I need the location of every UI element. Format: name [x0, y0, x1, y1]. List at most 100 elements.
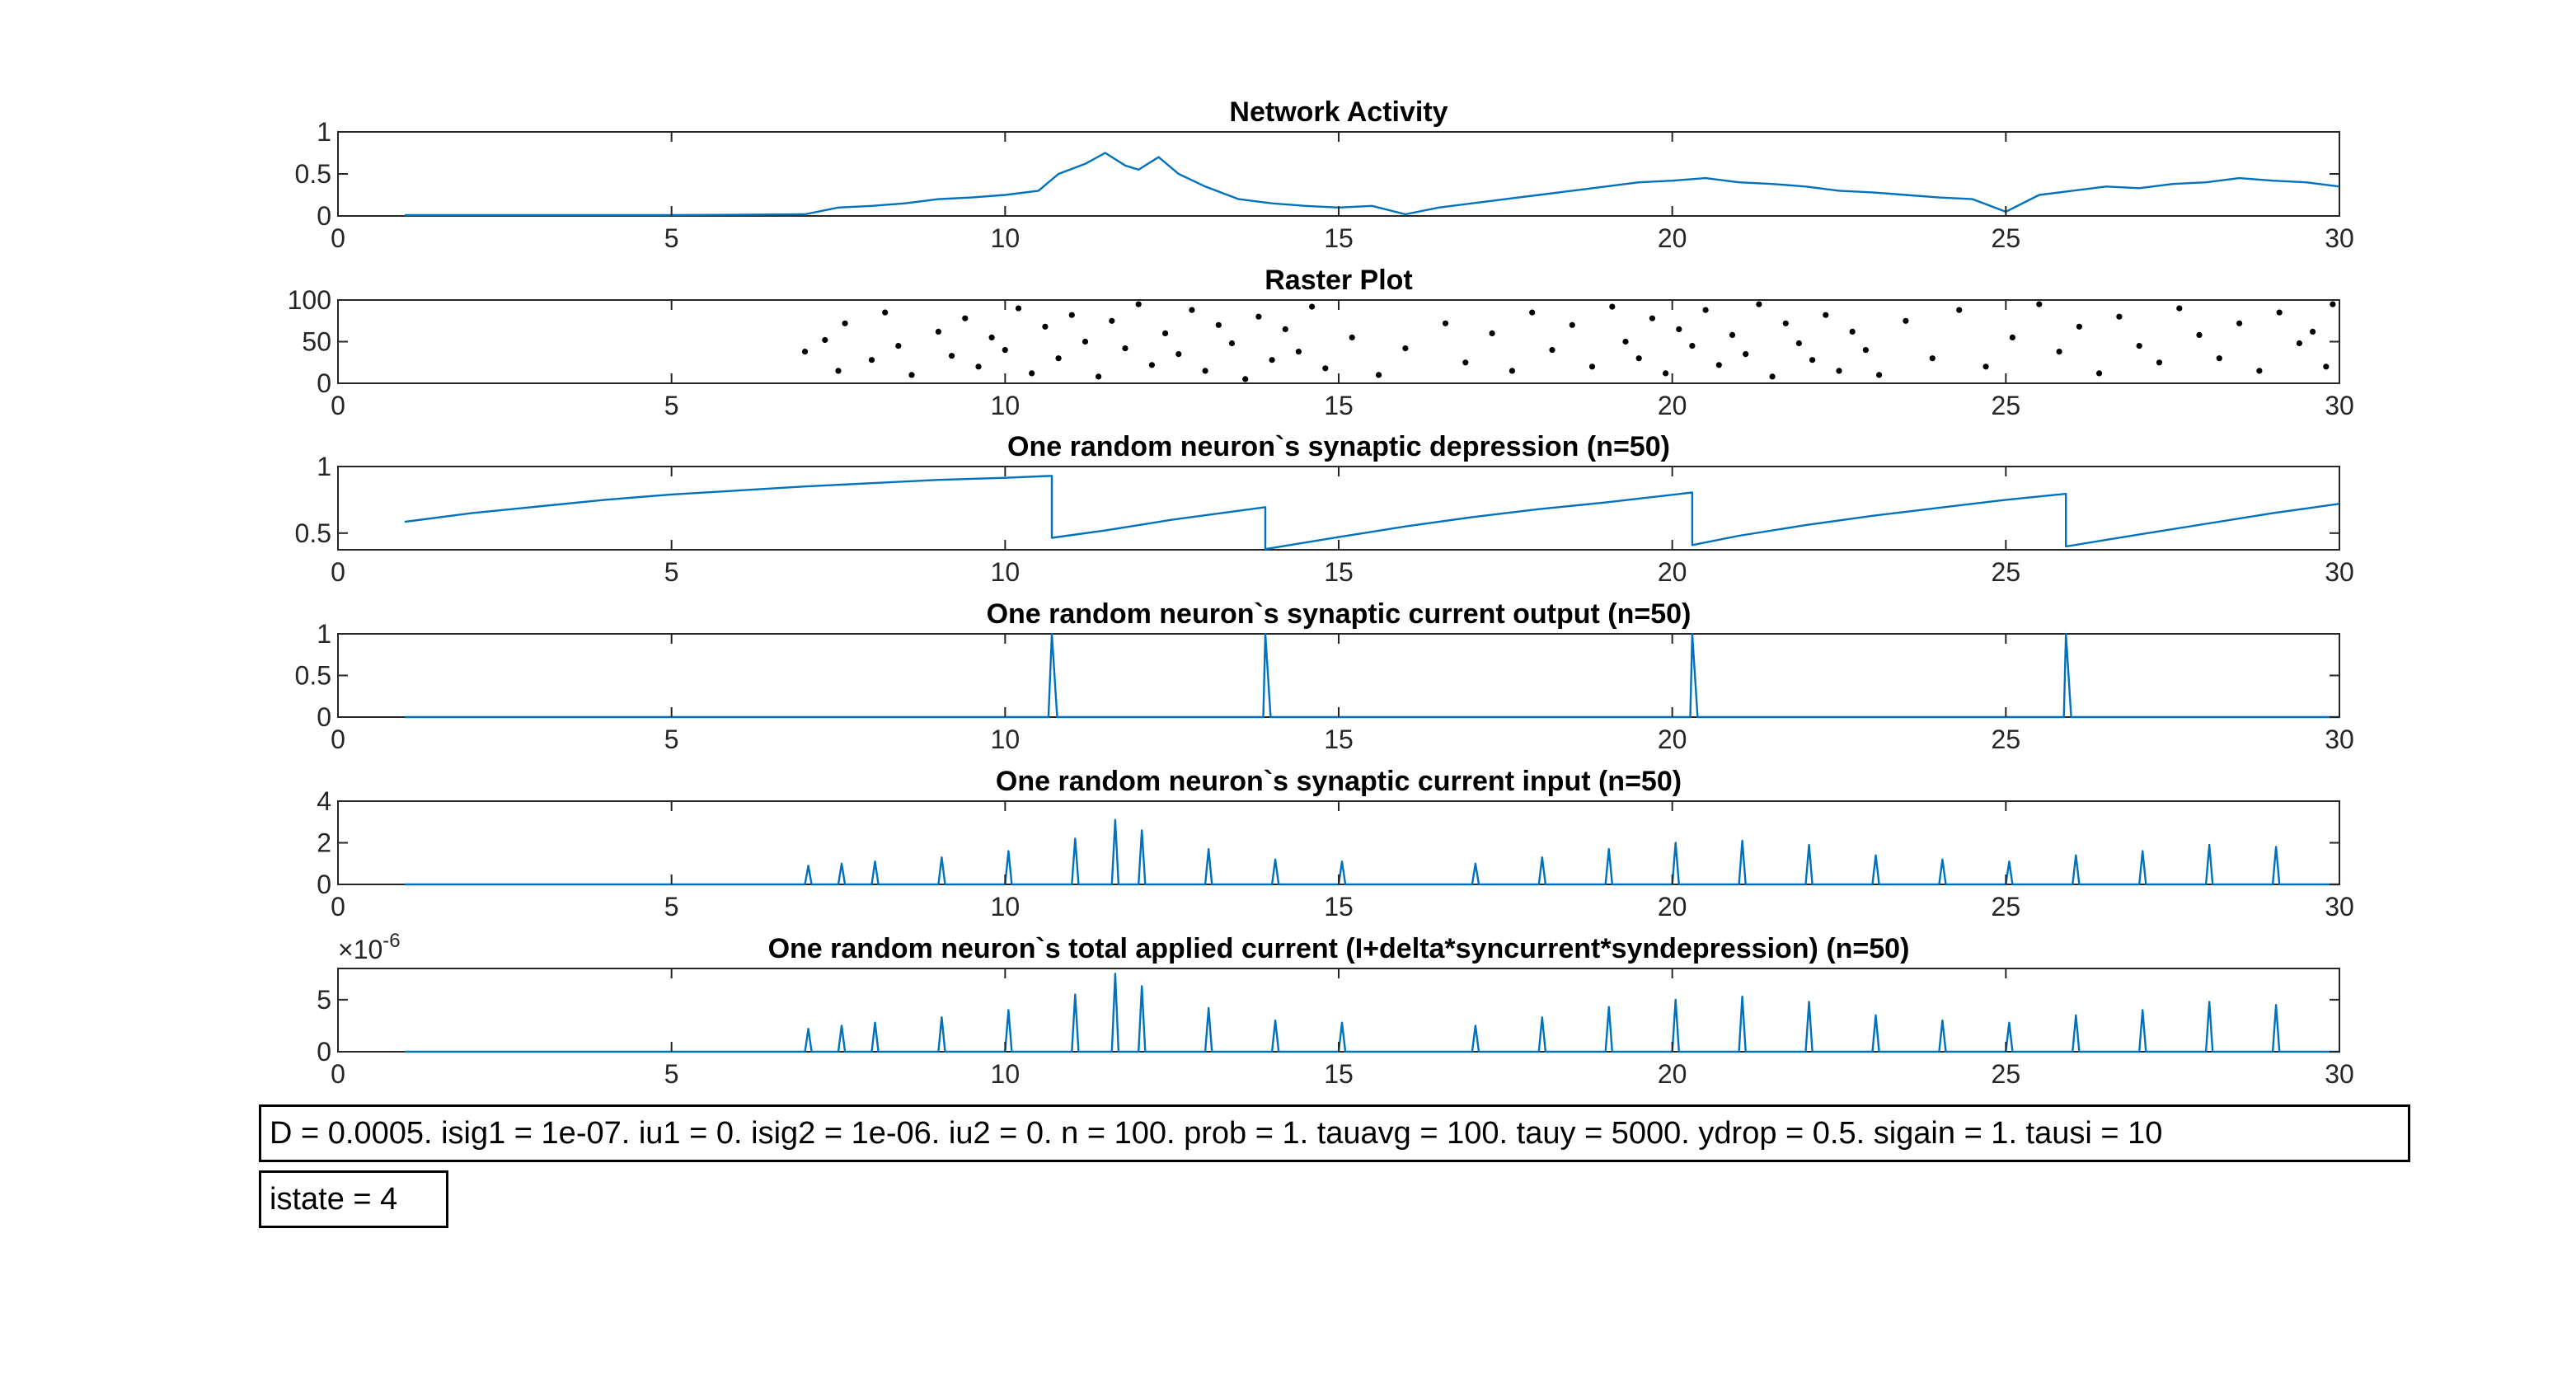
y-tick-label: 0 [317, 870, 331, 899]
y-tick-label: 4 [317, 786, 331, 816]
y-tick-label: 0 [317, 1037, 331, 1067]
x-tick-label: 30 [2325, 892, 2354, 921]
x-tick-label: 30 [2325, 391, 2354, 420]
y-tick-label: 0.5 [295, 159, 331, 189]
raster-point [1609, 303, 1616, 310]
raster-point [1715, 362, 1722, 368]
series-line [404, 475, 2340, 551]
raster-point [1756, 301, 1762, 307]
subplot-title: One random neuron`s synaptic depression … [1007, 431, 1670, 462]
raster-point [1929, 355, 1936, 362]
subplot-1: 0 5 10 15 20 25 30 0 0.5 1 Network Activity [295, 96, 2354, 253]
x-tick-label: 0 [331, 892, 345, 921]
raster-point [835, 368, 842, 374]
raster-point [2296, 340, 2302, 347]
x-tick-label: 0 [331, 223, 345, 253]
raster-point [1402, 345, 1409, 352]
x-tick-label: 20 [1658, 557, 1687, 587]
y-tick-label: 1 [317, 117, 331, 147]
raster-point [1442, 320, 1449, 326]
raster-point [1489, 330, 1495, 336]
raster-point [1376, 372, 1382, 378]
raster-point [1809, 357, 1816, 363]
x-tick-label: 0 [331, 1059, 345, 1089]
raster-point [822, 336, 828, 344]
raster-point [1795, 340, 1802, 347]
raster-point [962, 315, 969, 321]
y-tick-label: 100 [288, 285, 331, 315]
raster-point [1509, 368, 1515, 374]
x-tick-label: 5 [664, 223, 679, 253]
subplot-title: One random neuron`s total applied curren… [768, 933, 1910, 964]
raster-point [1702, 307, 1709, 313]
raster-point [2236, 320, 2243, 326]
x-tick-label: 30 [2325, 725, 2354, 754]
subplot-title: One random neuron`s synaptic current inp… [996, 766, 1682, 797]
raster-point [1876, 372, 1883, 378]
raster-point [2216, 355, 2222, 362]
state-text: istate = 4 [270, 1181, 398, 1217]
raster-point [1202, 368, 1208, 374]
y-tick-label: 0.5 [295, 661, 331, 691]
raster-point [2036, 301, 2043, 307]
subplot-title: Network Activity [1229, 96, 1448, 128]
raster-point [1002, 347, 1008, 354]
raster-point [1729, 331, 1736, 338]
raster-point [1228, 340, 1236, 347]
raster-point [1549, 347, 1555, 354]
raster-point [1162, 330, 1169, 336]
raster-point [2330, 301, 2336, 307]
raster-point [842, 320, 848, 326]
raster-point [1529, 309, 1536, 316]
x-tick-label: 10 [991, 725, 1021, 754]
x-tick-label: 0 [331, 391, 345, 420]
x-tick-label: 30 [2325, 223, 2354, 253]
raster-point [801, 349, 809, 355]
raster-point [1588, 363, 1596, 370]
x-tick-label: 25 [1992, 892, 2021, 921]
raster-point [1068, 312, 1075, 318]
x-tick-label: 5 [664, 1059, 679, 1089]
raster-point [2156, 359, 2163, 366]
raster-point [1148, 362, 1155, 368]
x-tick-label: 20 [1658, 1059, 1687, 1089]
y-tick-label: 2 [317, 828, 331, 858]
x-tick-label: 15 [1324, 391, 1354, 420]
x-tick-label: 10 [991, 557, 1021, 587]
raster-point [1175, 351, 1182, 358]
raster-point [1462, 359, 1469, 366]
raster-point [2056, 349, 2062, 355]
y-tick-label: 1 [317, 619, 331, 649]
raster-point [2276, 309, 2283, 316]
raster-point [2256, 368, 2263, 374]
raster-point [1676, 326, 1682, 332]
series-line [404, 152, 2340, 217]
y-tick-label: 1 [317, 452, 331, 481]
y-exponent-power: -6 [382, 930, 400, 952]
y-exponent-label: ×10-6 [338, 930, 401, 964]
x-tick-label: 25 [1992, 391, 2021, 420]
raster-point [1663, 370, 1669, 377]
raster-point [1309, 303, 1316, 310]
x-tick-label: 5 [664, 557, 679, 587]
axes-box [337, 800, 2340, 885]
raster-point [2096, 370, 2103, 377]
raster-point [882, 309, 889, 316]
subplot-4: 0 5 10 15 20 25 30 0 0.5 1 One random neuron`s syn… [295, 598, 2354, 754]
raster-point [1269, 357, 1275, 363]
state-annotation: istate = 4 [259, 1170, 448, 1228]
x-tick-label: 15 [1324, 1059, 1354, 1089]
subplot-3: 0 5 10 15 20 25 30 0.5 1 One random neuron`s syna… [295, 431, 2354, 587]
x-tick-label: 20 [1658, 391, 1687, 420]
x-tick-label: 15 [1324, 223, 1354, 253]
x-tick-label: 10 [991, 1059, 1021, 1089]
x-tick-label: 5 [664, 391, 679, 420]
raster-point [1189, 307, 1195, 313]
axes-box [337, 131, 2340, 217]
raster-point [2323, 363, 2330, 370]
x-tick-label: 25 [1992, 223, 2021, 253]
raster-point [895, 343, 902, 349]
y-tick-label: 0 [317, 201, 331, 231]
